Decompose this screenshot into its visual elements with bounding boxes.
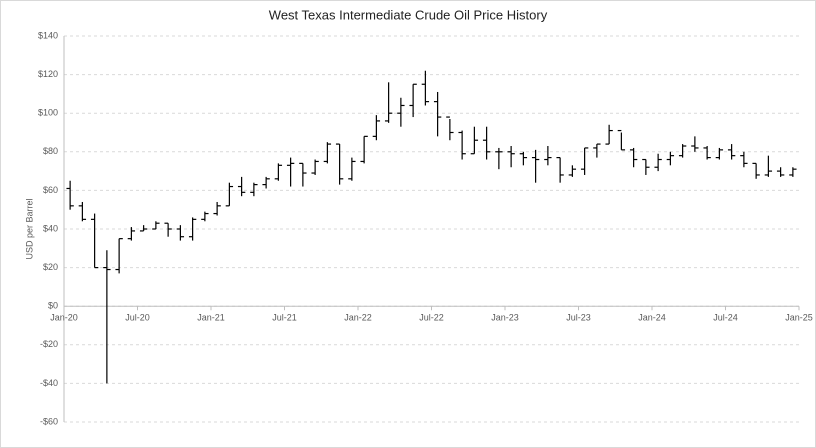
- y-tick-label: $0: [48, 301, 58, 311]
- x-tick-label: Jul-24: [713, 313, 738, 323]
- y-tick-label: $120: [38, 69, 58, 79]
- x-tick-label: Jul-23: [566, 313, 591, 323]
- x-tick-label: Jan-23: [491, 313, 519, 323]
- y-tick-label: $60: [43, 185, 58, 195]
- y-tick-label: $20: [43, 262, 58, 272]
- y-tick-label: -$60: [40, 416, 58, 426]
- x-tick-label: Jul-22: [419, 313, 444, 323]
- x-tick-label: Jan-25: [785, 313, 813, 323]
- y-tick-label: $40: [43, 223, 58, 233]
- y-axis-title: USD per Barrel: [24, 198, 34, 259]
- x-tick-label: Jan-21: [197, 313, 225, 323]
- x-tick-label: Jul-20: [125, 313, 150, 323]
- x-tick-label: Jan-24: [638, 313, 666, 323]
- y-tick-label: $80: [43, 146, 58, 156]
- x-tick-label: Jan-22: [344, 313, 372, 323]
- y-tick-label: -$40: [40, 378, 58, 388]
- x-tick-label: Jul-21: [272, 313, 297, 323]
- y-tick-label: $100: [38, 108, 58, 118]
- y-tick-label: -$20: [40, 339, 58, 349]
- x-tick-label: Jan-20: [50, 313, 78, 323]
- chart-title: West Texas Intermediate Crude Oil Price …: [269, 7, 548, 22]
- y-tick-label: $140: [38, 30, 58, 40]
